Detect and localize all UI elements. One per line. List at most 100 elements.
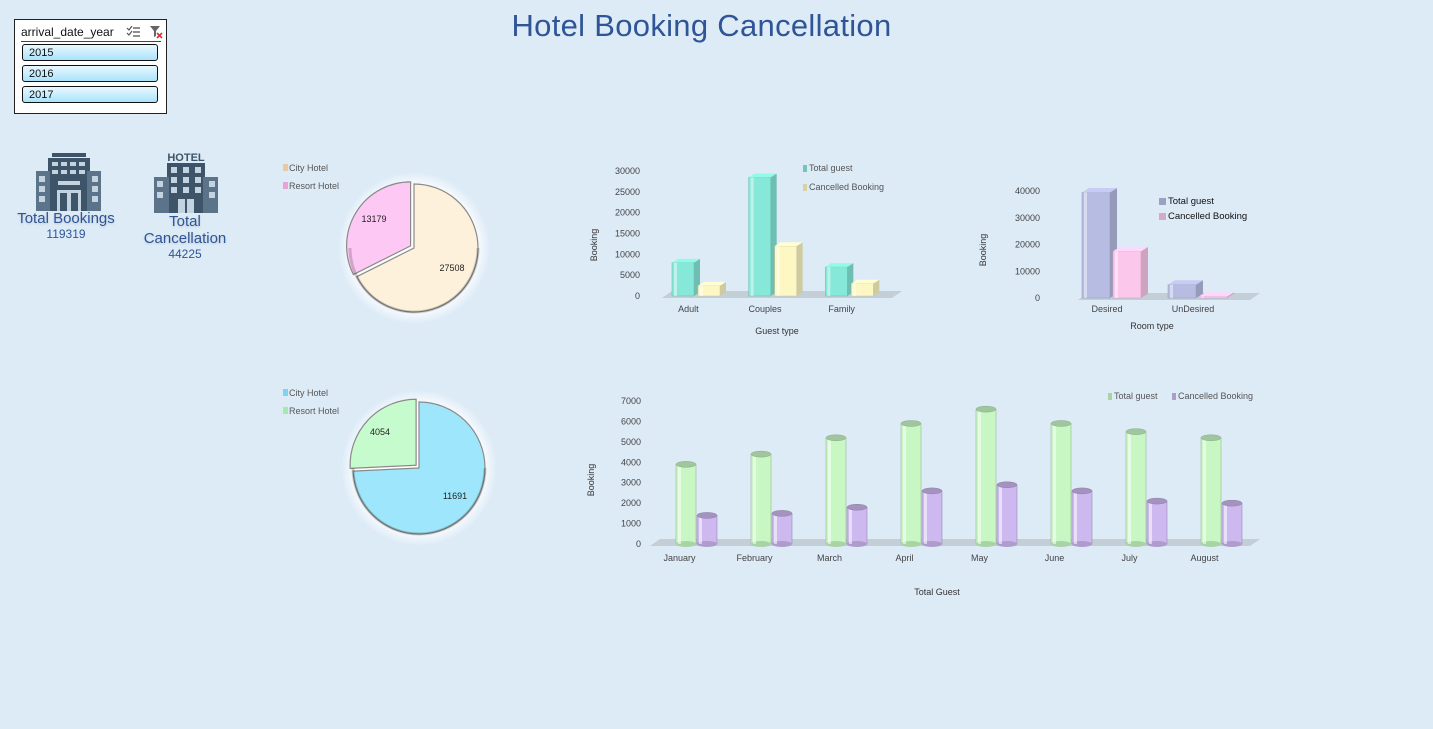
y-tick-label: 1000	[621, 519, 641, 529]
bar-top	[1082, 187, 1117, 193]
pie-chart-hotel-cancellations: 11691 4054	[341, 390, 497, 545]
bar-top	[825, 434, 847, 442]
total-cancellation-value: 44225	[168, 247, 202, 261]
slicer-item-2015[interactable]: 2015	[22, 44, 158, 61]
y-tick-label: 20000	[615, 208, 640, 218]
bar-highlight	[674, 262, 677, 296]
y-tick-label: 0	[636, 539, 641, 549]
legend-label: Total guest	[1168, 196, 1214, 207]
x-tick-label: August	[1190, 553, 1219, 563]
pie-data-label: 4054	[370, 427, 390, 437]
y-axis-title: Booking	[589, 229, 599, 262]
bar-1	[1112, 250, 1142, 299]
bar-top	[774, 242, 803, 246]
y-axis-title: Booking	[586, 464, 596, 497]
hotel-sign: HOTEL	[167, 152, 205, 164]
bar-top	[846, 503, 868, 511]
bar-highlight	[1084, 192, 1087, 298]
chart-floor	[650, 539, 1260, 546]
bar-top	[771, 510, 793, 517]
bar-highlight	[678, 464, 681, 544]
bar-top	[1200, 434, 1222, 442]
y-tick-label: 40000	[1015, 186, 1040, 196]
bar-chart-room-type: 40000 30000 20000 10000 0 Desired UnDesired Roo…	[978, 186, 1260, 331]
y-tick-label: 0	[1035, 293, 1040, 303]
bar-top	[825, 263, 854, 267]
y-tick-label: 2000	[621, 498, 641, 508]
slicer-item-2016[interactable]: 2016	[22, 65, 158, 82]
clear-filter-icon[interactable]	[149, 25, 163, 39]
bar-highlight	[1149, 501, 1152, 544]
legend-swatch	[803, 165, 807, 172]
bar-highlight	[1115, 251, 1118, 298]
legend-label: Total guest	[1114, 391, 1158, 401]
bar-top	[748, 173, 777, 178]
bar-highlight	[699, 515, 702, 544]
y-tick-label: 5000	[621, 437, 641, 447]
bar-top	[1146, 497, 1168, 505]
x-axis-title: Room type	[1130, 321, 1174, 331]
bar-highlight	[1224, 503, 1227, 544]
bar-top	[1221, 499, 1243, 507]
bar-top	[900, 420, 922, 427]
bar-0	[1081, 192, 1111, 299]
bar-side	[720, 281, 726, 296]
x-tick-label: June	[1045, 553, 1065, 563]
bar-top	[996, 481, 1018, 489]
legend-label: Cancelled Booking	[1178, 391, 1253, 401]
bar-highlight	[978, 409, 981, 544]
y-tick-label: 4000	[621, 457, 641, 467]
x-tick-label: February	[736, 553, 773, 563]
x-tick-label: UnDesired	[1172, 304, 1215, 314]
legend-swatch	[1159, 198, 1166, 205]
bar-top	[675, 461, 697, 468]
bar-side	[1196, 280, 1203, 298]
x-tick-label: Desired	[1091, 304, 1122, 314]
page-title: Hotel Booking Cancellation	[511, 8, 892, 43]
bar-top	[851, 279, 880, 284]
bar-top	[698, 281, 726, 286]
legend-swatch	[1108, 393, 1112, 400]
bar-highlight	[774, 513, 777, 544]
slicer-title: arrival_date_year	[21, 25, 114, 39]
x-tick-label: Couples	[748, 304, 782, 314]
bar-highlight	[776, 246, 780, 296]
slicer-item-2017[interactable]: 2017	[22, 86, 158, 103]
total-bookings-value: 119319	[46, 227, 86, 241]
y-tick-label: 25000	[615, 187, 640, 197]
pie-chart-hotel-bookings: 27508 13179	[338, 172, 490, 324]
legend-swatch	[1159, 213, 1166, 220]
pie-data-label: 27508	[439, 263, 464, 273]
pie-slice	[346, 181, 412, 276]
pie-slice	[349, 398, 417, 469]
x-tick-label: Adult	[678, 304, 699, 314]
building-icon	[36, 153, 101, 211]
x-tick-label: April	[895, 553, 913, 563]
x-axis-title: Total Guest	[914, 587, 960, 597]
bar-highlight	[750, 177, 754, 296]
year-slicer[interactable]: arrival_date_year 2015 2016 2017	[14, 19, 167, 114]
bar-highlight	[700, 285, 703, 296]
bar-top	[696, 512, 718, 519]
bar-side	[1227, 292, 1234, 298]
legend-label: Cancelled Booking	[809, 182, 884, 192]
x-tick-label: March	[817, 553, 842, 563]
x-tick-label: Family	[828, 304, 855, 314]
total-bookings-label: Total Bookings	[17, 210, 115, 227]
y-tick-label: 10000	[1015, 266, 1040, 276]
y-tick-label: 7000	[621, 396, 641, 406]
bar-highlight	[753, 454, 756, 544]
bar-side	[1141, 246, 1148, 298]
y-tick-label: 20000	[1015, 240, 1040, 250]
bar-highlight	[999, 484, 1002, 544]
bar-chart-guest-type: 30000 25000 20000 15000 10000 5000 0 Adult Coupl…	[589, 163, 902, 336]
bar-highlight	[1201, 296, 1204, 298]
bar-top	[975, 405, 997, 413]
bar-top	[1125, 428, 1147, 435]
bar-top	[1113, 246, 1148, 252]
multi-select-icon[interactable]	[126, 26, 141, 38]
bar-top	[1168, 280, 1203, 285]
x-tick-label: May	[971, 553, 989, 563]
y-tick-label: 6000	[621, 416, 641, 426]
bar-highlight	[1074, 490, 1077, 544]
